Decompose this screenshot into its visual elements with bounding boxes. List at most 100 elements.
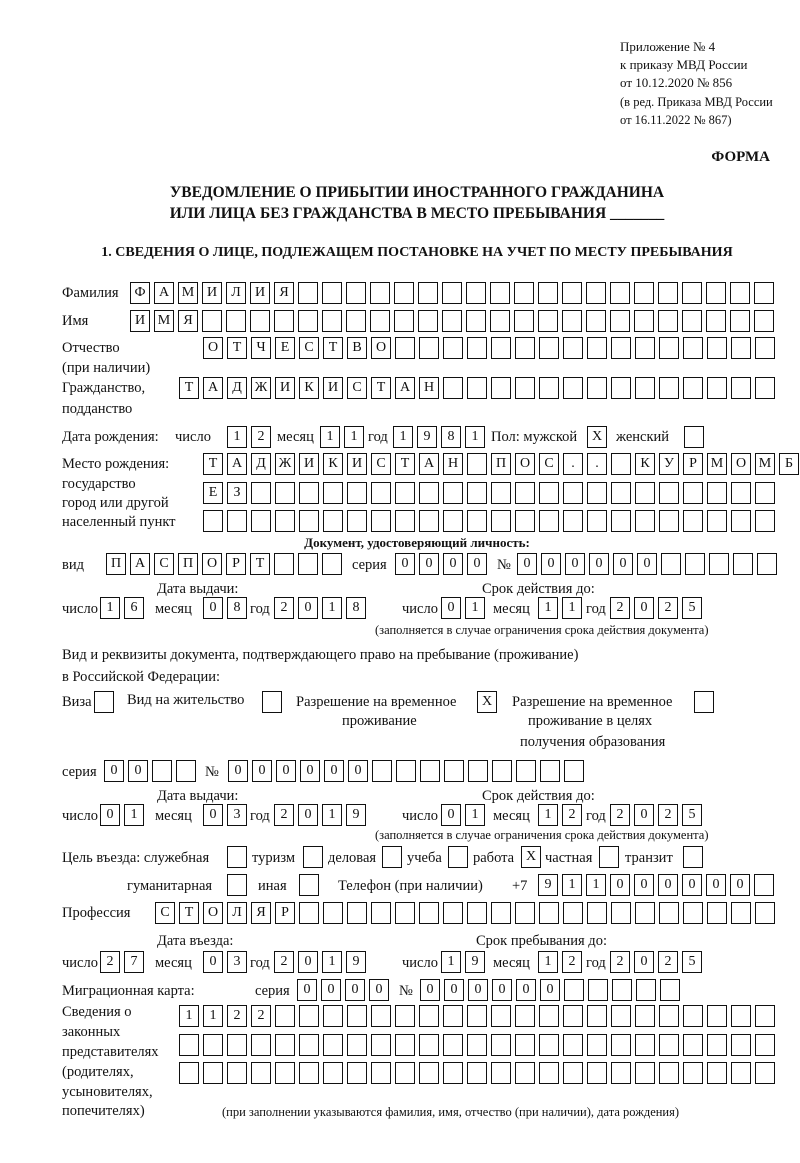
char-cell[interactable]: 9 xyxy=(346,804,366,826)
char-cell[interactable] xyxy=(731,1062,751,1084)
char-cell[interactable]: 0 xyxy=(517,553,537,575)
char-cell[interactable]: 0 xyxy=(252,760,272,782)
char-cell[interactable]: Т xyxy=(250,553,270,575)
char-cell[interactable] xyxy=(466,310,486,332)
char-cell[interactable] xyxy=(227,846,247,868)
char-cell[interactable] xyxy=(539,377,559,399)
reps-row-2[interactable] xyxy=(179,1034,775,1056)
char-cell[interactable]: П xyxy=(178,553,198,575)
purpose-study-checkbox[interactable] xyxy=(448,846,468,868)
char-cell[interactable] xyxy=(467,453,487,475)
char-cell[interactable] xyxy=(467,337,487,359)
char-cell[interactable] xyxy=(731,510,751,532)
char-cell[interactable] xyxy=(515,482,535,504)
char-cell[interactable]: 0 xyxy=(369,979,389,1001)
char-cell[interactable] xyxy=(275,482,295,504)
char-cell[interactable] xyxy=(635,337,655,359)
char-cell[interactable]: 1 xyxy=(344,426,364,448)
char-cell[interactable]: . xyxy=(587,453,607,475)
char-cell[interactable]: Н xyxy=(419,377,439,399)
char-cell[interactable] xyxy=(467,510,487,532)
char-cell[interactable]: 1 xyxy=(562,874,582,896)
char-cell[interactable]: 0 xyxy=(298,597,318,619)
char-cell[interactable] xyxy=(755,377,775,399)
char-cell[interactable]: 2 xyxy=(274,951,294,973)
char-cell[interactable]: Т xyxy=(203,453,223,475)
char-cell[interactable] xyxy=(347,1034,367,1056)
char-cell[interactable]: Е xyxy=(275,337,295,359)
char-cell[interactable] xyxy=(755,902,775,924)
char-cell[interactable] xyxy=(733,553,753,575)
char-cell[interactable] xyxy=(539,1034,559,1056)
char-cell[interactable] xyxy=(298,553,318,575)
char-cell[interactable]: X xyxy=(477,691,497,713)
char-cell[interactable]: О xyxy=(371,337,391,359)
char-cell[interactable]: 0 xyxy=(321,979,341,1001)
char-cell[interactable] xyxy=(683,1062,703,1084)
char-cell[interactable] xyxy=(684,426,704,448)
char-cell[interactable]: 2 xyxy=(658,951,678,973)
char-cell[interactable]: У xyxy=(659,453,679,475)
char-cell[interactable]: Д xyxy=(227,377,247,399)
char-cell[interactable]: X xyxy=(587,426,607,448)
char-cell[interactable] xyxy=(491,337,511,359)
char-cell[interactable] xyxy=(731,337,751,359)
char-cell[interactable] xyxy=(226,310,246,332)
char-cell[interactable] xyxy=(731,377,751,399)
char-cell[interactable]: Р xyxy=(226,553,246,575)
char-cell[interactable] xyxy=(443,510,463,532)
char-cell[interactable] xyxy=(755,482,775,504)
char-cell[interactable] xyxy=(323,902,343,924)
char-cell[interactable]: О xyxy=(203,902,223,924)
char-cell[interactable] xyxy=(371,1005,391,1027)
char-cell[interactable] xyxy=(347,482,367,504)
char-cell[interactable] xyxy=(731,1034,751,1056)
char-cell[interactable]: 0 xyxy=(420,979,440,1001)
char-cell[interactable] xyxy=(683,1034,703,1056)
char-cell[interactable] xyxy=(298,282,318,304)
char-cell[interactable]: X xyxy=(521,846,541,868)
char-cell[interactable] xyxy=(491,1034,511,1056)
purpose-other-checkbox[interactable] xyxy=(299,874,319,896)
char-cell[interactable]: 0 xyxy=(419,553,439,575)
char-cell[interactable]: А xyxy=(130,553,150,575)
char-cell[interactable]: Б xyxy=(779,453,799,475)
char-cell[interactable] xyxy=(467,482,487,504)
char-cell[interactable] xyxy=(94,691,114,713)
char-cell[interactable]: И xyxy=(202,282,222,304)
char-cell[interactable]: А xyxy=(154,282,174,304)
char-cell[interactable] xyxy=(755,1005,775,1027)
char-cell[interactable]: 2 xyxy=(610,597,630,619)
char-cell[interactable] xyxy=(443,1034,463,1056)
char-cell[interactable]: 0 xyxy=(634,804,654,826)
char-cell[interactable] xyxy=(634,310,654,332)
char-cell[interactable] xyxy=(563,482,583,504)
char-cell[interactable]: 1 xyxy=(465,426,485,448)
char-cell[interactable]: 2 xyxy=(658,804,678,826)
char-cell[interactable] xyxy=(587,377,607,399)
char-cell[interactable] xyxy=(731,1005,751,1027)
char-cell[interactable] xyxy=(540,760,560,782)
purpose-business-checkbox[interactable] xyxy=(382,846,402,868)
char-cell[interactable] xyxy=(658,310,678,332)
char-cell[interactable]: 0 xyxy=(100,804,120,826)
char-cell[interactable] xyxy=(370,310,390,332)
char-cell[interactable]: О xyxy=(731,453,751,475)
char-cell[interactable]: М xyxy=(154,310,174,332)
char-cell[interactable]: 0 xyxy=(565,553,585,575)
char-cell[interactable] xyxy=(491,902,511,924)
char-cell[interactable]: 1 xyxy=(322,597,342,619)
char-cell[interactable]: А xyxy=(203,377,223,399)
char-cell[interactable]: 0 xyxy=(634,597,654,619)
char-cell[interactable] xyxy=(587,510,607,532)
char-cell[interactable]: 1 xyxy=(586,874,606,896)
char-cell[interactable]: 1 xyxy=(465,804,485,826)
char-cell[interactable]: Е xyxy=(203,482,223,504)
char-cell[interactable] xyxy=(515,902,535,924)
char-cell[interactable] xyxy=(538,310,558,332)
birth-place-row-3[interactable] xyxy=(203,510,775,532)
